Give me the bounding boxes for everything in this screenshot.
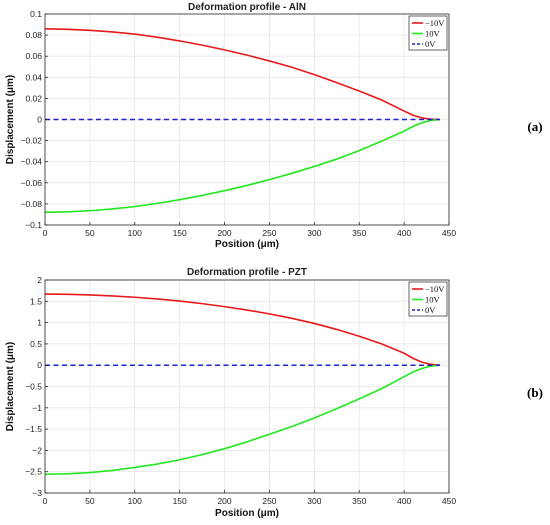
y-tick-label: −0.5 [25, 382, 42, 392]
y-axis-label: Displacement (μm) [5, 342, 16, 431]
x-tick-label: 400 [397, 496, 411, 506]
x-tick-label: 150 [173, 228, 187, 238]
legend-label-2: 10V [425, 29, 441, 39]
chart-1: 0 50 100 150 200 250 300 350 400 450 −0.1 −0.08 −0.0… [5, 2, 543, 250]
y-tick-label: 0.08 [25, 30, 42, 40]
y-tick-label: 0 [37, 115, 42, 125]
y-tick-label: 1.5 [30, 296, 42, 306]
x-tick-label: 250 [262, 496, 276, 506]
x-tick-label: 450 [442, 228, 456, 238]
y-tick-label: 0.1 [30, 9, 42, 19]
y-tick-label: 1 [37, 318, 42, 328]
series-line-2 [44, 364, 441, 476]
x-tick-label: 0 [43, 496, 48, 506]
y-tick-label: −3 [32, 488, 42, 498]
y-tick-label: −0.02 [20, 136, 42, 146]
y-tick-label: −2 [32, 445, 42, 455]
y-tick-label: 0 [37, 360, 42, 370]
y-tick-label: −0.1 [25, 220, 42, 230]
x-tick-label: 0 [43, 228, 48, 238]
y-tick-label: −0.06 [20, 178, 42, 188]
x-axis-label: Position (μm) [215, 239, 279, 250]
y-tick-label: −0.04 [20, 157, 42, 167]
x-tick-label: 250 [262, 228, 276, 238]
x-tick-label: 50 [85, 496, 95, 506]
x-tick-label: 300 [307, 496, 321, 506]
x-tick-label: 50 [85, 228, 95, 238]
series-line-2 [44, 118, 441, 214]
panel-label: (b) [527, 385, 543, 400]
legend-label-3: 0V [425, 305, 436, 315]
x-tick-label: 450 [442, 496, 456, 506]
x-tick-label: 200 [217, 496, 231, 506]
y-tick-label: 2 [37, 275, 42, 285]
chart-2: 0 50 100 150 200 250 300 350 400 450 −3 −2.5 −2 −1.5 −… [5, 267, 543, 519]
y-tick-label: 0.04 [25, 72, 42, 82]
y-axis-label: Displacement (μm) [5, 75, 16, 164]
y-tick-label: −0.08 [20, 199, 42, 209]
y-tick-label: 0.06 [25, 51, 42, 61]
y-tick-label: 0.02 [25, 93, 42, 103]
chart-title: Deformation profile - PZT [187, 267, 307, 278]
chart-title: Deformation profile - AlN [188, 2, 306, 13]
y-tick-label: 0.5 [30, 339, 42, 349]
legend-label-3: 0V [425, 39, 436, 49]
x-tick-label: 400 [397, 228, 411, 238]
series-line-1 [44, 293, 441, 366]
x-tick-label: 300 [307, 228, 321, 238]
panel-label: (a) [527, 119, 542, 134]
legend-label-1: −10V [425, 18, 445, 28]
y-tick-label: −1.5 [25, 424, 42, 434]
y-tick-label: −1 [32, 403, 42, 413]
legend-label-1: −10V [425, 284, 445, 294]
x-tick-label: 150 [173, 496, 187, 506]
x-tick-label: 350 [352, 228, 366, 238]
x-tick-label: 350 [352, 496, 366, 506]
x-tick-label: 200 [217, 228, 231, 238]
x-tick-label: 100 [128, 496, 142, 506]
x-axis-label: Position (μm) [215, 508, 279, 519]
series-line-1 [44, 27, 441, 121]
y-tick-label: −2.5 [25, 467, 42, 477]
x-tick-label: 100 [128, 228, 142, 238]
legend-label-2: 10V [425, 295, 441, 305]
